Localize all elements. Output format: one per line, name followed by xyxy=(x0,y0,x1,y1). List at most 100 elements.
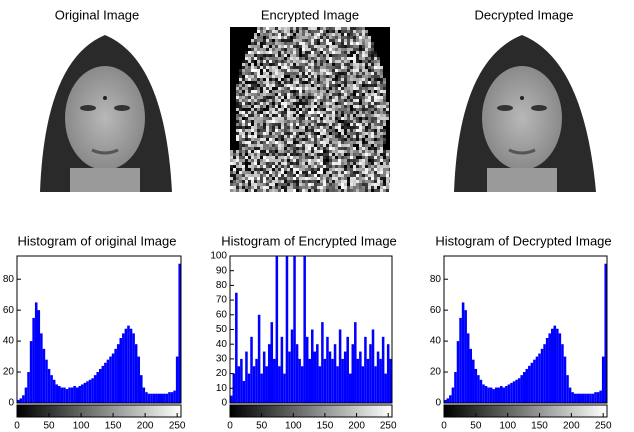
noise-pixel xyxy=(368,186,371,189)
noise-pixel xyxy=(287,78,290,81)
noise-pixel xyxy=(305,180,308,183)
noise-pixel xyxy=(284,60,287,63)
noise-pixel xyxy=(350,171,353,174)
noise-pixel xyxy=(278,72,281,75)
noise-pixel xyxy=(248,144,251,147)
noise-pixel xyxy=(302,81,305,84)
noise-pixel xyxy=(332,60,335,63)
noise-pixel xyxy=(254,42,257,45)
noise-pixel xyxy=(344,123,347,126)
noise-pixel xyxy=(293,153,296,156)
noise-pixel xyxy=(266,174,269,177)
noise-pixel xyxy=(287,96,290,99)
noise-pixel xyxy=(383,96,386,99)
bar xyxy=(546,338,549,403)
noise-pixel xyxy=(236,114,239,117)
noise-pixel xyxy=(308,117,311,120)
noise-pixel xyxy=(302,150,305,153)
noise-pixel xyxy=(296,96,299,99)
noise-pixel xyxy=(242,138,245,141)
noise-pixel xyxy=(344,33,347,36)
noise-pixel xyxy=(287,159,290,162)
noise-pixel xyxy=(269,30,272,33)
noise-pixel xyxy=(236,186,239,189)
noise-pixel xyxy=(263,183,266,186)
noise-pixel xyxy=(293,69,296,72)
noise-pixel xyxy=(329,51,332,54)
noise-pixel xyxy=(329,90,332,93)
noise-pixel xyxy=(278,45,281,48)
noise-pixel xyxy=(350,111,353,114)
noise-pixel xyxy=(344,48,347,51)
noise-pixel xyxy=(299,39,302,42)
noise-pixel xyxy=(260,186,263,189)
noise-pixel xyxy=(305,183,308,186)
bar xyxy=(508,384,511,403)
noise-pixel xyxy=(338,165,341,168)
noise-pixel xyxy=(254,102,257,105)
noise-pixel xyxy=(368,72,371,75)
noise-pixel xyxy=(317,33,320,36)
noise-pixel xyxy=(371,120,374,123)
noise-pixel xyxy=(287,36,290,39)
noise-pixel xyxy=(338,96,341,99)
noise-pixel xyxy=(341,51,344,54)
noise-pixel xyxy=(320,87,323,90)
noise-pixel xyxy=(299,117,302,120)
noise-pixel xyxy=(335,87,338,90)
x-tick-label: 150 xyxy=(531,421,548,432)
noise-pixel xyxy=(251,69,254,72)
noise-pixel xyxy=(377,174,380,177)
noise-pixel xyxy=(296,84,299,87)
noise-pixel xyxy=(248,93,251,96)
noise-pixel xyxy=(293,126,296,129)
noise-pixel xyxy=(284,87,287,90)
noise-pixel xyxy=(257,156,260,159)
noise-pixel xyxy=(260,54,263,57)
noise-pixel xyxy=(257,51,260,54)
noise-pixel xyxy=(356,42,359,45)
noise-pixel xyxy=(377,93,380,96)
noise-pixel xyxy=(278,156,281,159)
noise-pixel xyxy=(260,129,263,132)
noise-pixel xyxy=(272,153,275,156)
noise-pixel xyxy=(311,81,314,84)
noise-pixel xyxy=(251,57,254,60)
noise-pixel xyxy=(299,42,302,45)
noise-pixel xyxy=(269,171,272,174)
bar xyxy=(132,333,135,403)
noise-pixel xyxy=(335,129,338,132)
noise-pixel xyxy=(374,60,377,63)
noise-pixel xyxy=(338,66,341,69)
noise-pixel xyxy=(380,177,383,180)
noise-pixel xyxy=(341,27,344,30)
x-tick-label: 200 xyxy=(348,421,365,432)
noise-pixel xyxy=(287,111,290,114)
noise-pixel xyxy=(260,138,263,141)
noise-pixel xyxy=(347,60,350,63)
noise-pixel xyxy=(302,66,305,69)
noise-pixel xyxy=(335,138,338,141)
noise-pixel xyxy=(383,117,386,120)
noise-pixel xyxy=(251,39,254,42)
noise-pixel xyxy=(257,141,260,144)
noise-pixel xyxy=(257,114,260,117)
noise-pixel xyxy=(293,144,296,147)
noise-pixel xyxy=(341,45,344,48)
noise-pixel xyxy=(251,111,254,114)
noise-pixel xyxy=(305,156,308,159)
noise-pixel xyxy=(329,48,332,51)
noise-pixel xyxy=(329,84,332,87)
noise-pixel xyxy=(359,135,362,138)
noise-pixel xyxy=(296,186,299,189)
noise-pixel xyxy=(374,99,377,102)
noise-pixel xyxy=(353,87,356,90)
noise-pixel xyxy=(356,63,359,66)
bars xyxy=(230,256,392,403)
noise-pixel xyxy=(320,123,323,126)
noise-pixel xyxy=(281,42,284,45)
noise-pixel xyxy=(269,57,272,60)
noise-pixel xyxy=(242,75,245,78)
noise-pixel xyxy=(335,33,338,36)
noise-pixel xyxy=(362,135,365,138)
